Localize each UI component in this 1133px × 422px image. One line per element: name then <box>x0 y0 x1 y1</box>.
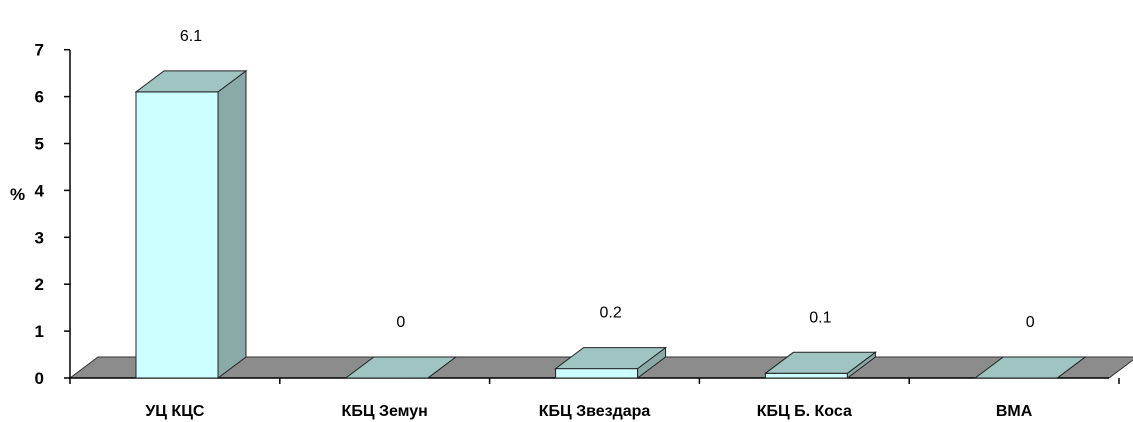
y-tick-label: 6 <box>35 88 44 107</box>
y-tick-label: 5 <box>35 135 44 154</box>
bar-side <box>217 69 247 379</box>
category-label: УЦ КЦС <box>145 403 205 420</box>
y-axis-title: % <box>10 185 25 204</box>
data-label: 6.1 <box>180 28 202 45</box>
category-label: ВМА <box>996 403 1033 420</box>
labels: 6.1 УЦ КЦС 0 КБЦ Земун 0.2 КБЦ Звездара 0.1 КБЦ… <box>145 28 1034 420</box>
category-label: КБЦ Звездара <box>539 403 651 420</box>
category-label: КБЦ Б. Коса <box>757 403 852 420</box>
bar-top <box>134 70 248 93</box>
category-label: КБЦ Земун <box>342 403 428 420</box>
data-label: 0.2 <box>599 305 621 322</box>
data-label: 0 <box>396 314 405 331</box>
bar-top <box>554 347 668 370</box>
y-tick-label: 7 <box>35 41 44 60</box>
y-tick-label: 3 <box>35 228 44 247</box>
y-axis: 0 1 2 3 4 5 6 7 <box>35 41 1120 388</box>
bar-front <box>555 368 639 379</box>
bar-front <box>135 91 219 379</box>
data-label: 0.1 <box>809 309 831 326</box>
data-label: 0 <box>1026 314 1035 331</box>
y-tick-label: 1 <box>35 322 44 341</box>
bars <box>134 69 1087 379</box>
bar-top <box>344 356 458 379</box>
bar-top <box>973 356 1087 379</box>
y-tick-label: 0 <box>35 369 44 388</box>
bar-front <box>764 372 848 379</box>
bar-top <box>763 351 877 374</box>
y-tick-label: 4 <box>35 181 45 200</box>
y-tick-label: 2 <box>35 275 44 294</box>
